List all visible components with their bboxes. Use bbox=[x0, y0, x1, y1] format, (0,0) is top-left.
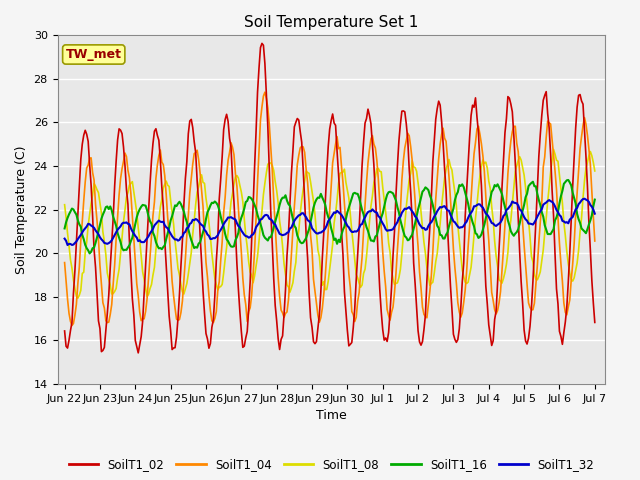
Legend: SoilT1_02, SoilT1_04, SoilT1_08, SoilT1_16, SoilT1_32: SoilT1_02, SoilT1_04, SoilT1_08, SoilT1_… bbox=[64, 453, 599, 476]
Text: TW_met: TW_met bbox=[66, 48, 122, 61]
Title: Soil Temperature Set 1: Soil Temperature Set 1 bbox=[244, 15, 419, 30]
X-axis label: Time: Time bbox=[316, 409, 347, 422]
Y-axis label: Soil Temperature (C): Soil Temperature (C) bbox=[15, 145, 28, 274]
